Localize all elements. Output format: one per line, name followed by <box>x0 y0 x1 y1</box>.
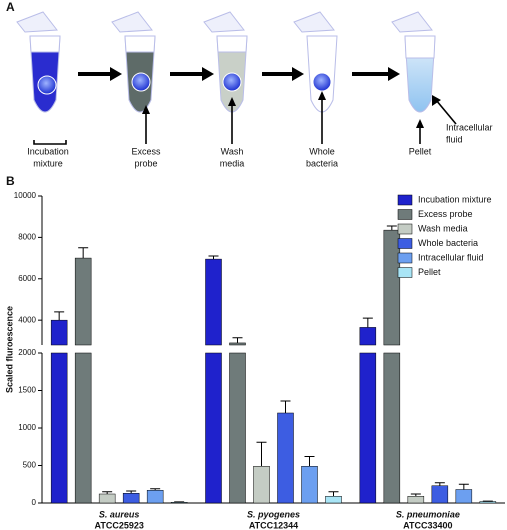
error-bar <box>434 482 445 486</box>
y-tick-label: 8000 <box>18 232 36 241</box>
error-bar <box>328 491 339 497</box>
tube <box>391 11 436 113</box>
bar <box>122 493 140 504</box>
pointer-arrows <box>33 91 457 145</box>
bar <box>74 257 92 346</box>
bar <box>74 352 92 504</box>
bar <box>301 466 318 504</box>
error-bar <box>410 493 421 497</box>
step-label: Excess <box>131 146 161 156</box>
y-tick-label: 1500 <box>18 386 36 395</box>
y-tick-label: 6000 <box>18 274 36 283</box>
legend-swatch <box>397 209 413 220</box>
panel-label: B <box>6 174 15 188</box>
side-label: fluid <box>446 134 463 144</box>
tubes <box>16 11 436 113</box>
bar <box>205 258 222 346</box>
error-bar <box>304 456 315 467</box>
axis-break <box>36 346 505 352</box>
x-tick-label: S. pneumoniae <box>396 509 460 519</box>
bar <box>431 485 449 504</box>
bar <box>50 352 68 504</box>
error-bar <box>256 441 267 467</box>
legend-swatch <box>397 267 413 278</box>
error-bar <box>362 317 373 328</box>
bar <box>407 496 425 504</box>
step-label: Whole <box>309 146 335 156</box>
bar <box>146 490 164 504</box>
error-bar <box>78 247 89 259</box>
legend-label: Incubation mixture <box>418 194 492 204</box>
error-bar <box>54 311 65 321</box>
tube <box>16 11 61 113</box>
legend-swatch <box>397 194 413 206</box>
step-label: Pellet <box>409 146 432 156</box>
error-bar <box>232 337 243 343</box>
legend-label: Excess probe <box>418 209 473 219</box>
bar <box>229 352 246 504</box>
y-tick-label: 2000 <box>18 348 36 357</box>
y-tick-label: 10000 <box>14 191 37 200</box>
error-bar <box>458 483 469 490</box>
bar <box>229 342 246 346</box>
legend-swatch <box>397 238 413 249</box>
legend-label: Intracellular fluid <box>418 252 484 262</box>
step-label: Wash <box>221 146 244 156</box>
step-label: bacteria <box>306 158 338 168</box>
y-tick-label: 500 <box>23 461 37 470</box>
legend-label: Pellet <box>418 267 441 277</box>
legend-swatch <box>397 223 413 235</box>
step-label: Incubation <box>27 146 69 156</box>
bar <box>479 501 497 504</box>
x-tick-label: ATCC33400 <box>403 520 452 530</box>
bar <box>253 466 270 504</box>
error-bar <box>386 225 397 231</box>
x-tick-label: ATCC25923 <box>94 520 143 530</box>
panel-label: A <box>6 0 15 14</box>
bar <box>383 229 401 346</box>
bar <box>383 352 401 504</box>
bar <box>455 489 473 504</box>
error-bar <box>280 400 291 413</box>
bar <box>50 319 68 346</box>
legend-swatch <box>397 252 413 264</box>
error-bar <box>208 255 219 260</box>
tube <box>293 11 338 113</box>
legend-label: Wash media <box>418 223 468 233</box>
x-tick-label: S. aureus <box>99 509 140 519</box>
step-label: probe <box>134 158 157 168</box>
step-label: media <box>220 158 245 168</box>
error-bar <box>102 491 113 494</box>
bar <box>205 352 222 504</box>
bar <box>359 352 377 504</box>
error-bar <box>126 490 137 494</box>
y-tick-label: 4000 <box>18 315 36 324</box>
bar <box>98 493 116 504</box>
tube <box>203 11 248 113</box>
bar <box>359 327 377 346</box>
y-tick-label: 1000 <box>18 423 36 432</box>
legend-label: Whole bacteria <box>418 238 478 248</box>
x-tick-label: S. pyogenes <box>247 509 300 519</box>
x-tick-label: ATCC12344 <box>249 520 298 530</box>
diagram-labels: Incubation mixture Excess probe Wash media Who… <box>27 122 492 168</box>
tube <box>111 11 156 113</box>
chart: B 0 500 1000 1500 2000 4000 6000 8000 10000 Scaled… <box>4 174 505 530</box>
y-tick-label: 0 <box>32 498 37 507</box>
step-label: mixture <box>33 158 63 168</box>
error-bar <box>150 488 161 491</box>
y-axis-title: Scaled fluroescence <box>4 306 14 393</box>
process-arrows <box>78 67 400 81</box>
bar <box>277 412 294 504</box>
bar <box>325 496 342 504</box>
side-label: Intracellular <box>446 122 493 132</box>
